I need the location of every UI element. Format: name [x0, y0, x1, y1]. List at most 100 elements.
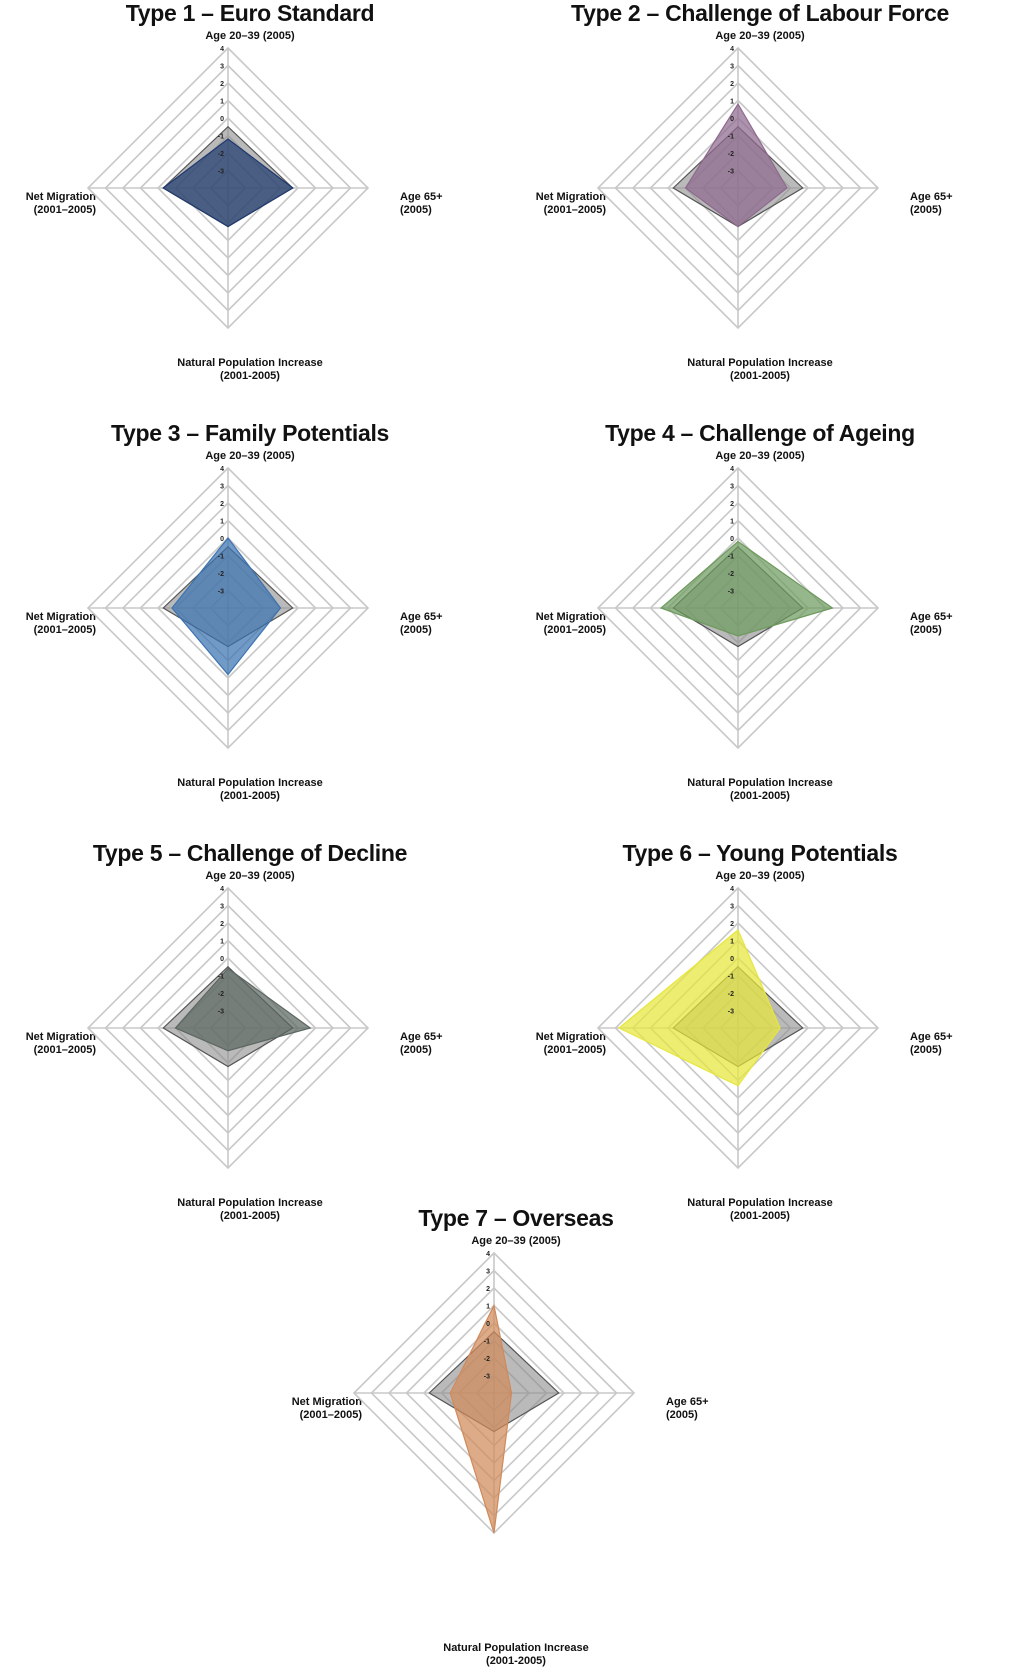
axis-label-bottom: Natural Population Increase (2001-2005): [177, 777, 323, 802]
radar-svg: 4 3 2 1 0 -1 -2 -3: [86, 46, 370, 330]
axis-label-left: Net Migration (2001–2005): [25, 1031, 96, 1056]
series-polygon: [659, 540, 834, 637]
tick-label: -3: [728, 169, 734, 176]
tick-label: 3: [730, 904, 734, 911]
axis-label-bottom: Natural Population Increase (2001-2005): [177, 357, 323, 382]
axis-label-top: Age 20–39 (2005): [205, 450, 295, 462]
series-polygon: [617, 929, 781, 1087]
series-polygon: [171, 537, 282, 676]
tick-label: 0: [730, 956, 734, 963]
axis-label-right: Age 65+ (2005): [400, 611, 443, 636]
tick-label: 3: [220, 484, 224, 491]
axis-label-bottom: Natural Population Increase (2001-2005): [443, 1642, 589, 1667]
axis-label-top: Age 20–39 (2005): [715, 450, 805, 462]
tick-label: -1: [484, 1339, 490, 1346]
tick-label: 1: [220, 99, 224, 106]
tick-label: 1: [220, 939, 224, 946]
tick-label: 1: [486, 1304, 490, 1311]
chart-title: Type 5 – Challenge of Decline: [92, 840, 408, 866]
tick-label: -1: [728, 974, 734, 981]
tick-label: 4: [486, 1251, 490, 1258]
tick-label: 0: [220, 956, 224, 963]
tick-label: 1: [730, 99, 734, 106]
tick-label: -3: [484, 1374, 490, 1381]
series-polygon: [449, 1303, 513, 1534]
axis-label-left: Net Migration (2001–2005): [535, 611, 606, 636]
axis-label-top: Age 20–39 (2005): [205, 870, 295, 882]
axis-label-top: Age 20–39 (2005): [715, 870, 805, 882]
tick-label: -2: [728, 991, 734, 998]
tick-label: 3: [220, 64, 224, 71]
tick-label: 3: [730, 484, 734, 491]
tick-label: 2: [730, 501, 734, 508]
series-polygon: [684, 102, 788, 228]
chart-title: Type 2 – Challenge of Labour Force: [571, 0, 949, 26]
axis-label-right: Age 65+ (2005): [400, 191, 443, 216]
tick-label: 2: [730, 921, 734, 928]
radar-chart-type-5: Type 5 – Challenge of Decline Age 20–39 …: [0, 840, 500, 1250]
radar-svg: 4 3 2 1 0 -1 -2 -3: [86, 466, 370, 750]
tick-label: 0: [730, 536, 734, 543]
tick-label: 3: [730, 64, 734, 71]
tick-label: 1: [220, 519, 224, 526]
tick-label: 0: [220, 536, 224, 543]
chart-title: Type 1 – Euro Standard: [125, 0, 375, 26]
axis-label-bottom: Natural Population Increase (2001-2005): [687, 1197, 833, 1222]
tick-label: -2: [484, 1356, 490, 1363]
tick-label: 2: [730, 81, 734, 88]
radar-svg: 4 3 2 1 0 -1 -2 -3: [352, 1251, 636, 1535]
radar-chart-type-7: Type 7 – Overseas Age 20–39 (2005) Age 6…: [266, 1205, 766, 1674]
tick-label: 3: [220, 904, 224, 911]
tick-label: -3: [218, 589, 224, 596]
axis-label-left: Net Migration (2001–2005): [535, 191, 606, 216]
tick-label: -2: [218, 991, 224, 998]
tick-label: 4: [730, 46, 734, 53]
axis-label-top: Age 20–39 (2005): [471, 1235, 561, 1247]
tick-label: 2: [220, 501, 224, 508]
radar-chart-type-3: Type 3 – Family Potentials Age 20–39 (20…: [0, 420, 500, 830]
axis-label-bottom: Natural Population Increase (2001-2005): [687, 777, 833, 802]
tick-label: 4: [220, 886, 224, 893]
axis-label-right: Age 65+ (2005): [910, 191, 953, 216]
axis-label-right: Age 65+ (2005): [666, 1396, 709, 1421]
tick-label: -2: [728, 151, 734, 158]
chart-title: Type 7 – Overseas: [418, 1205, 614, 1231]
radar-svg: 4 3 2 1 0 -1 -2 -3: [596, 886, 880, 1170]
radar-svg: 4 3 2 1 0 -1 -2 -3: [596, 46, 880, 330]
radar-chart-type-1: Type 1 – Euro Standard Age 20–39 (2005) …: [0, 0, 500, 410]
tick-label: 2: [220, 81, 224, 88]
chart-title: Type 6 – Young Potentials: [622, 840, 898, 866]
tick-label: -1: [728, 134, 734, 141]
tick-label: -3: [218, 169, 224, 176]
tick-label: 1: [730, 939, 734, 946]
tick-label: -2: [218, 571, 224, 578]
radar-svg: 4 3 2 1 0 -1 -2 -3: [86, 886, 370, 1170]
series-polygon: [174, 967, 312, 1052]
radar-chart-type-2: Type 2 – Challenge of Labour Force Age 2…: [510, 0, 1010, 410]
axis-label-top: Age 20–39 (2005): [205, 30, 295, 42]
tick-label: 4: [220, 466, 224, 473]
tick-label: -1: [218, 554, 224, 561]
axis-label-right: Age 65+ (2005): [400, 1031, 443, 1056]
tick-label: 4: [220, 46, 224, 53]
radar-chart-type-4: Type 4 – Challenge of Ageing Age 20–39 (…: [510, 420, 1010, 830]
tick-label: -2: [728, 571, 734, 578]
tick-label: -1: [218, 974, 224, 981]
axis-label-bottom: Natural Population Increase (2001-2005): [687, 357, 833, 382]
tick-label: 3: [486, 1269, 490, 1276]
radar-chart-type-6: Type 6 – Young Potentials Age 20–39 (200…: [510, 840, 1010, 1250]
tick-label: 2: [220, 921, 224, 928]
axis-label-right: Age 65+ (2005): [910, 611, 953, 636]
axis-label-left: Net Migration (2001–2005): [25, 611, 96, 636]
axis-label-bottom: Natural Population Increase (2001-2005): [177, 1197, 323, 1222]
radar-svg: 4 3 2 1 0 -1 -2 -3: [596, 466, 880, 750]
tick-label: -3: [728, 1009, 734, 1016]
chart-title: Type 4 – Challenge of Ageing: [605, 420, 915, 446]
axis-label-left: Net Migration (2001–2005): [291, 1396, 362, 1421]
tick-label: -3: [218, 1009, 224, 1016]
tick-label: 0: [486, 1321, 490, 1328]
tick-label: 4: [730, 466, 734, 473]
tick-label: -1: [728, 554, 734, 561]
tick-label: -1: [218, 134, 224, 141]
axis-label-left: Net Migration (2001–2005): [535, 1031, 606, 1056]
